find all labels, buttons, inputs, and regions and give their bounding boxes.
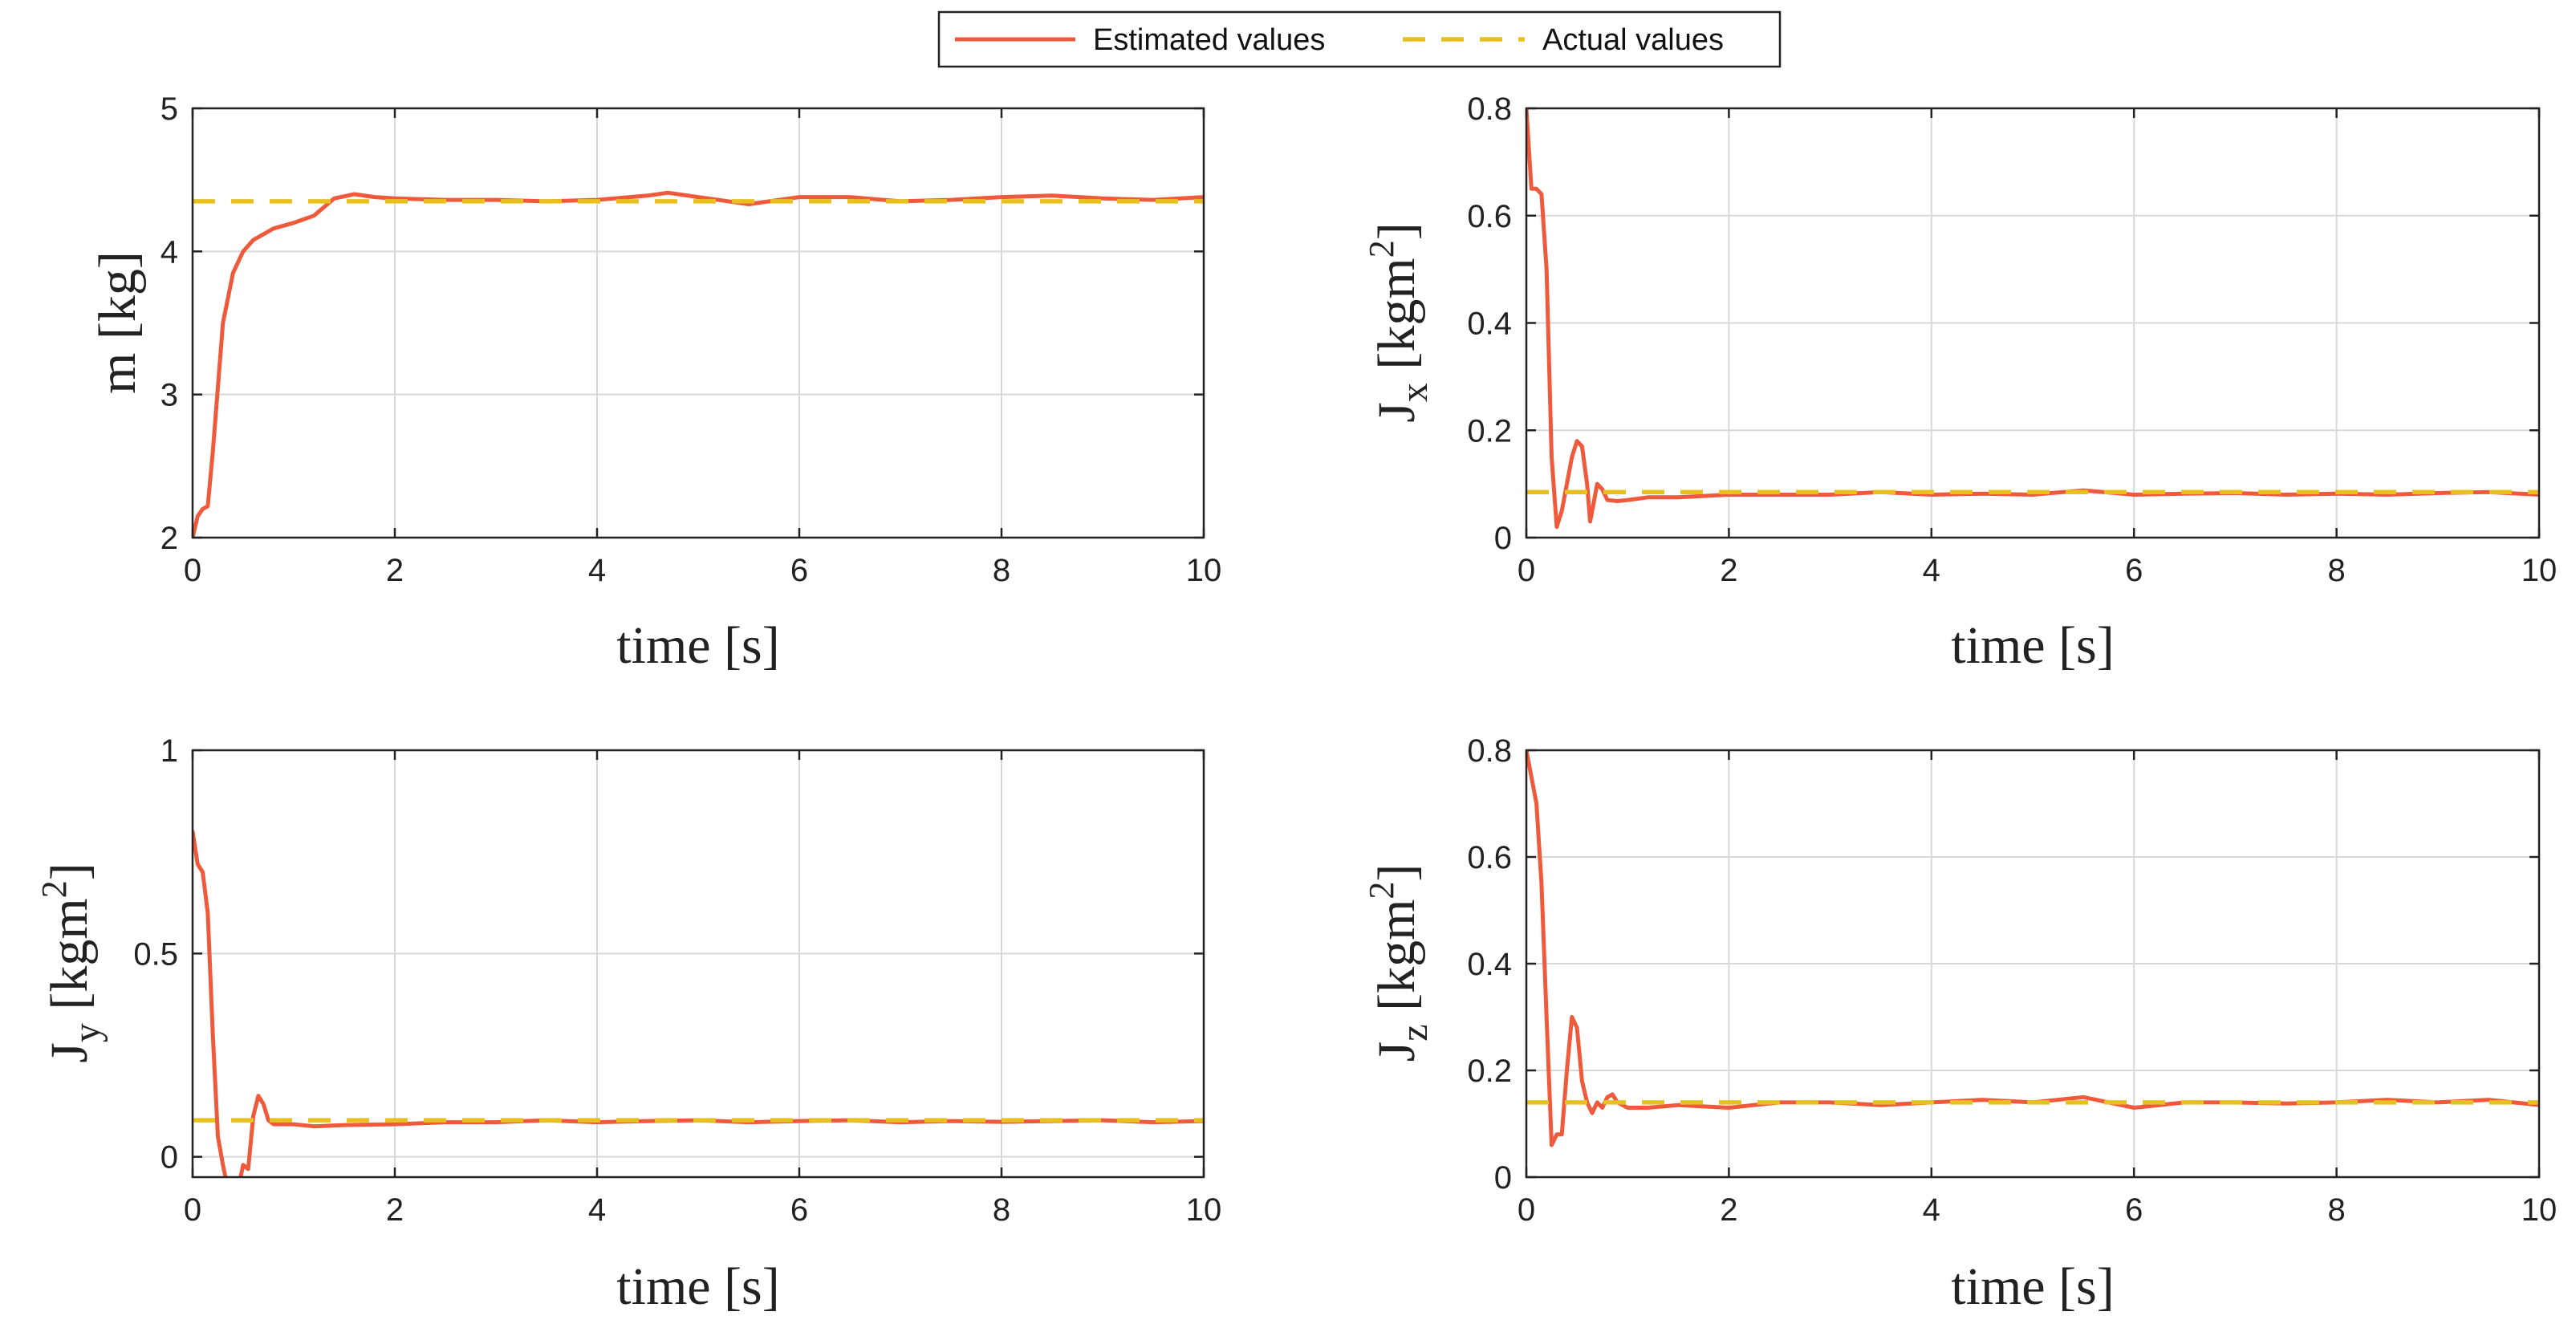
x-tick-label: 0 [184,553,201,588]
series [1526,750,2539,1147]
y-tick-label: 4 [160,234,178,270]
y-tick-label: 0.6 [1467,840,1512,875]
x-tick-label: 4 [588,1192,606,1228]
legend-box [937,10,1782,68]
y-axis-label-unit: [kgm [40,898,99,1023]
x-tick-label: 6 [790,553,808,588]
legend-actual-label: Actual values [1542,23,1724,57]
x-tick-label: 10 [2521,1192,2558,1228]
x-tick-label: 4 [588,553,606,588]
x-tick-label: 2 [1720,553,1737,588]
x-tick-label: 2 [1720,1192,1737,1228]
x-axis-label: time [s] [616,616,779,675]
y-axis-label-main: J [1367,1042,1426,1062]
x-tick-label: 0 [1518,1192,1535,1228]
x-axis-label: time [s] [1951,616,2114,675]
y-axis-label-end: ] [1367,222,1426,240]
x-tick-label: 2 [386,1192,404,1228]
x-tick-label: 6 [2125,1192,2143,1228]
y-axis-label-subscript: z [1393,1024,1436,1041]
x-tick-label: 4 [1923,1192,1940,1228]
x-tick-label: 10 [2521,553,2558,588]
x-tick-label: 8 [993,1192,1010,1228]
x-tick-label: 10 [1186,1192,1222,1228]
x-tick-label: 10 [1186,553,1222,588]
y-axis-label-superscript: 2 [1362,882,1401,899]
y-axis-label-subscript: x [1393,383,1436,402]
estimated-values-line [193,190,1204,538]
y-axis-label-subscript: y [66,1023,108,1042]
x-tick-label: 4 [1923,553,1940,588]
plot-frame [191,749,1205,1179]
x-tick-label: 8 [993,553,1010,588]
y-tick-label: 2 [160,521,178,556]
y-axis-label-end: ] [40,863,99,880]
y-axis-label-main: J [1367,402,1426,423]
x-tick-label: 6 [2125,553,2143,588]
y-axis-label-superscript: 2 [1362,240,1401,258]
y-axis-label-main: J [40,1042,99,1063]
grid [1526,108,2539,538]
y-tick-label: 0.2 [1467,1054,1512,1089]
y-axis-label-unit: [kgm [1367,258,1426,383]
grid [1526,750,2539,1177]
x-tick-label: 0 [1518,553,1535,588]
grid [193,108,1204,538]
x-tick-label: 0 [184,1192,201,1228]
estimated-values-line [193,829,1204,1177]
grid [193,750,1204,1177]
y-tick-label: 0 [1494,1160,1512,1196]
y-tick-label: 3 [160,378,178,413]
estimated-values-line [1526,108,2539,530]
plot-frame [191,107,1205,539]
series [193,829,1204,1177]
estimated-values-line [1526,750,2539,1147]
y-tick-label: 0.2 [1467,413,1512,449]
y-tick-label: 0.6 [1467,199,1512,234]
series [1526,108,2539,530]
x-tick-label: 8 [2327,1192,2345,1228]
x-axis-label: time [s] [616,1257,779,1316]
ticks: 0 2 4 6 8 10 0 0.2 0.4 0.6 0.8 [1467,91,2557,588]
y-tick-label: 0.5 [133,936,178,972]
y-axis-label: Jy [kgm2] [35,863,108,1063]
y-axis-label-end: ] [1367,864,1426,882]
ticks: 0 2 4 6 8 10 0 0.5 1 [133,733,1221,1228]
y-tick-label: 0 [160,1140,178,1176]
ticks: 0 2 4 6 8 10 0 0.2 0.4 0.6 0.8 [1467,733,2557,1228]
y-tick-label: 0.8 [1467,733,1512,769]
legend-estimated-label: Estimated values [1093,23,1325,57]
x-tick-label: 6 [790,1192,808,1228]
y-tick-label: 0.4 [1467,307,1512,342]
y-tick-label: 1 [160,733,178,769]
y-tick-label: 0 [1494,521,1512,556]
x-axis-label: time [s] [1951,1257,2114,1316]
legend: Estimated values Actual values [937,10,1782,68]
series [193,190,1204,538]
y-tick-label: 0.8 [1467,91,1512,127]
y-axis-label: Jx [kgm2] [1362,222,1436,423]
y-axis-label-superscript: 2 [35,880,74,898]
x-tick-label: 8 [2327,553,2345,588]
y-tick-label: 0.4 [1467,947,1512,982]
y-axis-label: m [kg] [88,251,147,394]
y-axis-label: Jz [kgm2] [1362,864,1436,1062]
y-axis-label-unit: [kgm [1367,899,1426,1025]
x-tick-label: 2 [386,553,404,588]
y-tick-label: 5 [160,91,178,127]
